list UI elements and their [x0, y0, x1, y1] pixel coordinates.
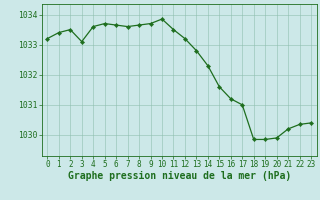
X-axis label: Graphe pression niveau de la mer (hPa): Graphe pression niveau de la mer (hPa) [68, 171, 291, 181]
